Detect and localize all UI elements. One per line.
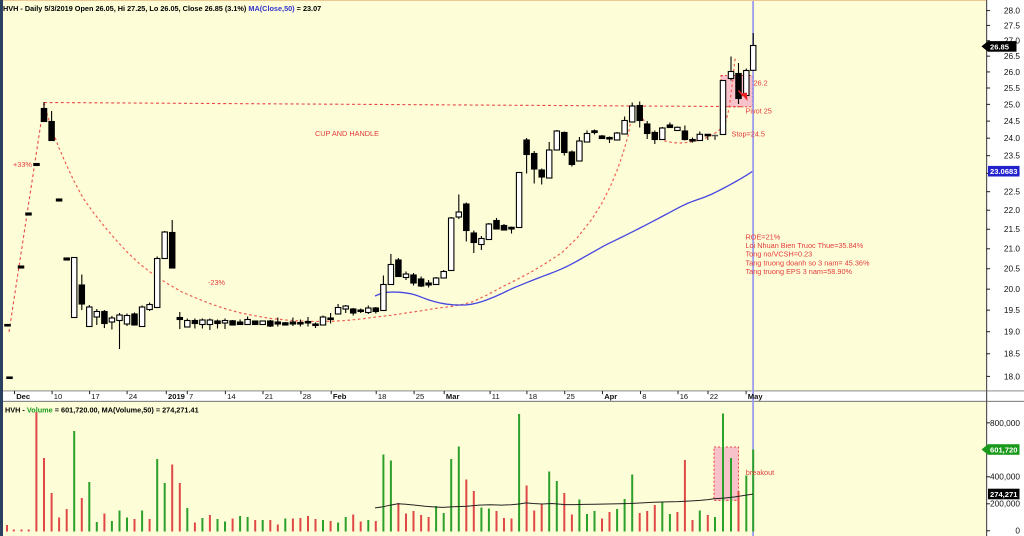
svg-text:21.5: 21.5: [1004, 224, 1021, 234]
svg-text:27.5: 27.5: [1004, 20, 1021, 30]
svg-text:Dec: Dec: [16, 392, 30, 401]
svg-text:26.85: 26.85: [990, 42, 1010, 51]
svg-text:24: 24: [129, 392, 137, 401]
svg-text:19.0: 19.0: [1004, 327, 1021, 337]
svg-text:18.5: 18.5: [1004, 349, 1021, 359]
svg-text:11: 11: [492, 392, 500, 401]
svg-text:16: 16: [680, 392, 688, 401]
svg-text:7: 7: [189, 392, 193, 401]
svg-text:25.5: 25.5: [1004, 83, 1021, 93]
svg-text:Tang truong EPS 3 nam=58.90%: Tang truong EPS 3 nam=58.90%: [746, 267, 853, 276]
svg-text:25.0: 25.0: [1004, 99, 1021, 109]
svg-text:22: 22: [710, 392, 718, 401]
svg-text:21: 21: [265, 392, 273, 401]
svg-text:18: 18: [529, 392, 537, 401]
svg-text:Tong no/VCSH=0.23: Tong no/VCSH=0.23: [746, 250, 813, 259]
svg-text:20.5: 20.5: [1004, 264, 1021, 274]
svg-text:800,000: 800,000: [990, 418, 1020, 428]
svg-text:28.0: 28.0: [1004, 6, 1021, 16]
svg-text:8: 8: [642, 392, 646, 401]
svg-text:14: 14: [227, 392, 235, 401]
svg-text:27.0: 27.0: [1004, 36, 1021, 46]
svg-text:breakout: breakout: [746, 468, 774, 477]
svg-text:601,720: 601,720: [990, 446, 1017, 455]
svg-text:400,000: 400,000: [990, 472, 1020, 482]
svg-text:Pivot 25: Pivot 25: [746, 107, 772, 116]
svg-text:19.5: 19.5: [1004, 305, 1021, 315]
svg-text:26.2: 26.2: [754, 79, 768, 88]
svg-text:20.0: 20.0: [1004, 284, 1021, 294]
svg-text:Mar: Mar: [446, 392, 460, 401]
svg-text:25: 25: [416, 392, 424, 401]
svg-text:28: 28: [303, 392, 311, 401]
svg-text:+33%: +33%: [13, 160, 32, 169]
svg-text:10: 10: [54, 392, 62, 401]
svg-text:18: 18: [378, 392, 386, 401]
svg-text:ROE=21%: ROE=21%: [746, 233, 781, 242]
svg-text:-23%: -23%: [208, 278, 226, 287]
svg-text:18.0: 18.0: [1004, 371, 1021, 381]
svg-text:24.0: 24.0: [1004, 133, 1021, 143]
svg-text:26.0: 26.0: [1004, 67, 1021, 77]
svg-text:21.0: 21.0: [1004, 244, 1021, 254]
svg-text:2019: 2019: [168, 392, 185, 401]
svg-text:Tang truong doanh so 3 nam= 45: Tang truong doanh so 3 nam= 45.36%: [746, 258, 870, 267]
svg-text:17: 17: [91, 392, 99, 401]
svg-text:26.5: 26.5: [1004, 51, 1021, 61]
svg-text:HVH - Volume = 601,720.00, MA(: HVH - Volume = 601,720.00, MA(Volume,50)…: [5, 406, 199, 415]
svg-text:23.0683: 23.0683: [990, 167, 1017, 176]
svg-text:Stop=24.5: Stop=24.5: [732, 130, 765, 139]
svg-text:CUP AND HANDLE: CUP AND HANDLE: [315, 129, 379, 138]
svg-text:0: 0: [1015, 526, 1020, 536]
svg-text:24.5: 24.5: [1004, 116, 1021, 126]
svg-text:Loi Nhuan Bien Truoc Thue=35.8: Loi Nhuan Bien Truoc Thue=35.84%: [746, 241, 864, 250]
svg-text:25: 25: [566, 392, 574, 401]
svg-text:274,271: 274,271: [990, 490, 1018, 499]
svg-text:23.5: 23.5: [1004, 151, 1021, 161]
svg-text:22.5: 22.5: [1004, 187, 1021, 197]
svg-text:May: May: [748, 392, 764, 401]
svg-text:22.0: 22.0: [1004, 205, 1021, 215]
svg-text:HVH - Daily 5/3/2019 Open 26.0: HVH - Daily 5/3/2019 Open 26.05, Hi 27.2…: [3, 4, 321, 13]
svg-text:200,000: 200,000: [990, 499, 1020, 509]
svg-text:Apr: Apr: [604, 392, 617, 401]
svg-text:Feb: Feb: [333, 392, 347, 401]
